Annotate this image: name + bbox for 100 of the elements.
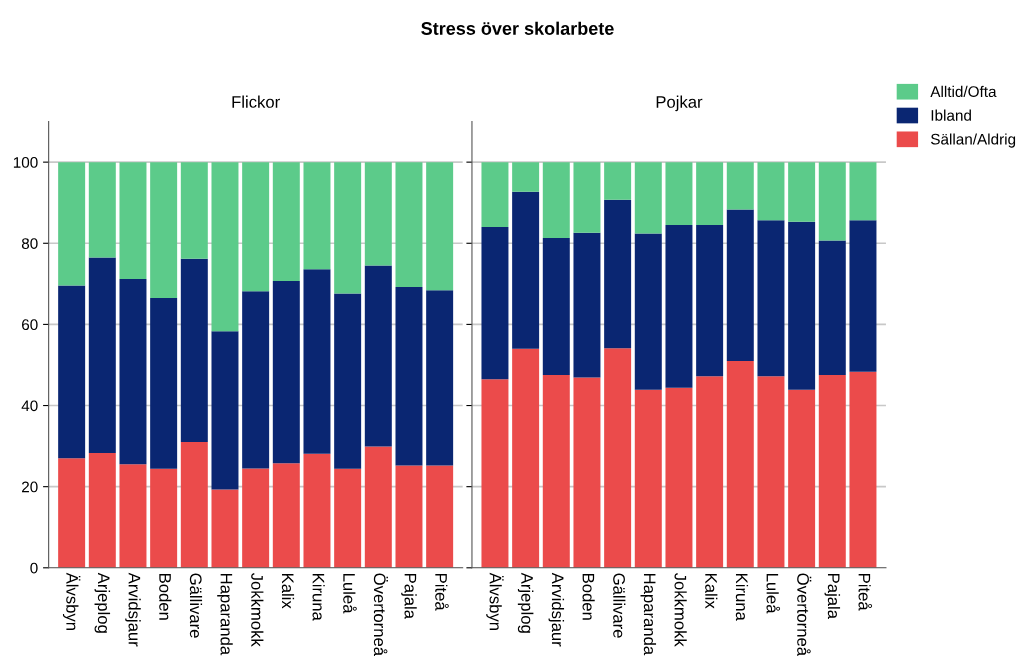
bar <box>303 453 331 568</box>
bar <box>119 278 147 465</box>
x-tick-label: Boden <box>159 574 172 620</box>
bar <box>696 225 724 377</box>
x-tick-label: Boden <box>582 574 595 620</box>
text: Stress över skolarbete <box>421 21 614 35</box>
bar <box>634 233 662 390</box>
bar <box>604 162 632 200</box>
legend-label: Sällan/Aldrig <box>931 133 1016 148</box>
x-tick-label: Pajala <box>824 574 841 619</box>
bar <box>757 220 785 377</box>
bar <box>180 258 208 443</box>
legend-label: Ibland <box>931 109 971 121</box>
bar <box>849 220 877 372</box>
chart-title: Pojkar <box>656 95 703 112</box>
bar <box>211 489 239 568</box>
bar <box>364 446 392 568</box>
bar <box>665 225 693 388</box>
bar <box>696 162 724 226</box>
bar <box>634 162 662 234</box>
x-tick-label: Kalix <box>705 574 718 609</box>
bar <box>481 379 509 568</box>
x-tick-label: Arvidsjaur <box>125 572 141 647</box>
bar <box>788 389 816 568</box>
x-tick-label: Kiruna <box>312 574 325 621</box>
bar <box>364 162 392 266</box>
bar <box>242 291 270 469</box>
bar <box>272 281 300 464</box>
bar <box>542 162 570 238</box>
bar <box>573 162 601 233</box>
bar <box>150 298 178 469</box>
bar <box>849 371 877 568</box>
bar <box>696 376 724 568</box>
x-tick-label: Övertorneå <box>373 573 388 657</box>
bar <box>272 162 300 281</box>
x-tick-label: Luleå <box>343 574 357 614</box>
bar <box>88 162 116 258</box>
bar <box>395 465 423 568</box>
bar <box>604 348 632 568</box>
bar <box>180 162 208 259</box>
bar <box>604 199 632 349</box>
legend-label: Alltid/Ofta <box>930 85 997 98</box>
bar <box>726 162 754 210</box>
bar <box>542 238 570 376</box>
y-tick-label: 100 <box>13 157 38 168</box>
x-tick-label: Kiruna <box>735 574 749 621</box>
bar <box>119 162 147 279</box>
x-tick-label: Arjeplog <box>94 572 111 633</box>
x-tick-label: Kalix <box>281 574 295 609</box>
bar <box>58 458 86 568</box>
x-tick-label: Gällivare <box>613 573 626 638</box>
chart-title: Flickor <box>232 95 280 108</box>
bar <box>242 162 270 292</box>
bar <box>726 209 754 361</box>
x-tick-label: Haparanda <box>217 574 233 656</box>
bar <box>119 464 147 568</box>
bar <box>303 162 331 270</box>
bar <box>426 290 454 466</box>
bar <box>512 191 540 349</box>
bar <box>88 257 116 453</box>
x-tick-label: Arvidsjaur <box>548 572 565 647</box>
bar <box>272 463 300 568</box>
x-tick-label: Jokkmokk <box>251 572 264 647</box>
bar <box>211 331 239 490</box>
bar <box>150 468 178 568</box>
bar <box>542 375 570 568</box>
bar <box>334 162 362 294</box>
bar <box>58 162 86 286</box>
bar <box>573 377 601 568</box>
bar <box>242 468 270 568</box>
x-tick-label: Älvsbyn <box>486 572 504 630</box>
bar <box>665 387 693 568</box>
x-tick-label: Pajala <box>401 574 417 619</box>
x-tick-label: Piteå <box>858 574 873 611</box>
bar <box>788 162 816 222</box>
bar <box>211 162 239 332</box>
bar <box>395 162 423 288</box>
bar <box>818 240 846 376</box>
bar <box>150 162 178 299</box>
y-tick-label: 80 <box>21 238 38 249</box>
bar <box>88 453 116 568</box>
bar <box>512 162 540 192</box>
y-tick-label: 0 <box>30 562 38 574</box>
bar <box>334 293 362 469</box>
bar <box>395 287 423 466</box>
x-tick-label: Luleå <box>766 574 781 614</box>
x-tick-label: Älvsbyn <box>62 572 81 630</box>
bar <box>573 232 601 378</box>
bar <box>757 162 785 221</box>
bar <box>364 265 392 447</box>
bar <box>334 468 362 568</box>
bar <box>757 376 785 568</box>
x-tick-label: Haparanda <box>640 574 657 656</box>
bar <box>426 465 454 568</box>
bar <box>788 221 816 390</box>
bar <box>303 269 331 454</box>
bar <box>481 227 509 380</box>
y-tick-label: 40 <box>21 400 38 412</box>
bar <box>849 162 877 221</box>
y-tick-label: 20 <box>22 481 38 493</box>
